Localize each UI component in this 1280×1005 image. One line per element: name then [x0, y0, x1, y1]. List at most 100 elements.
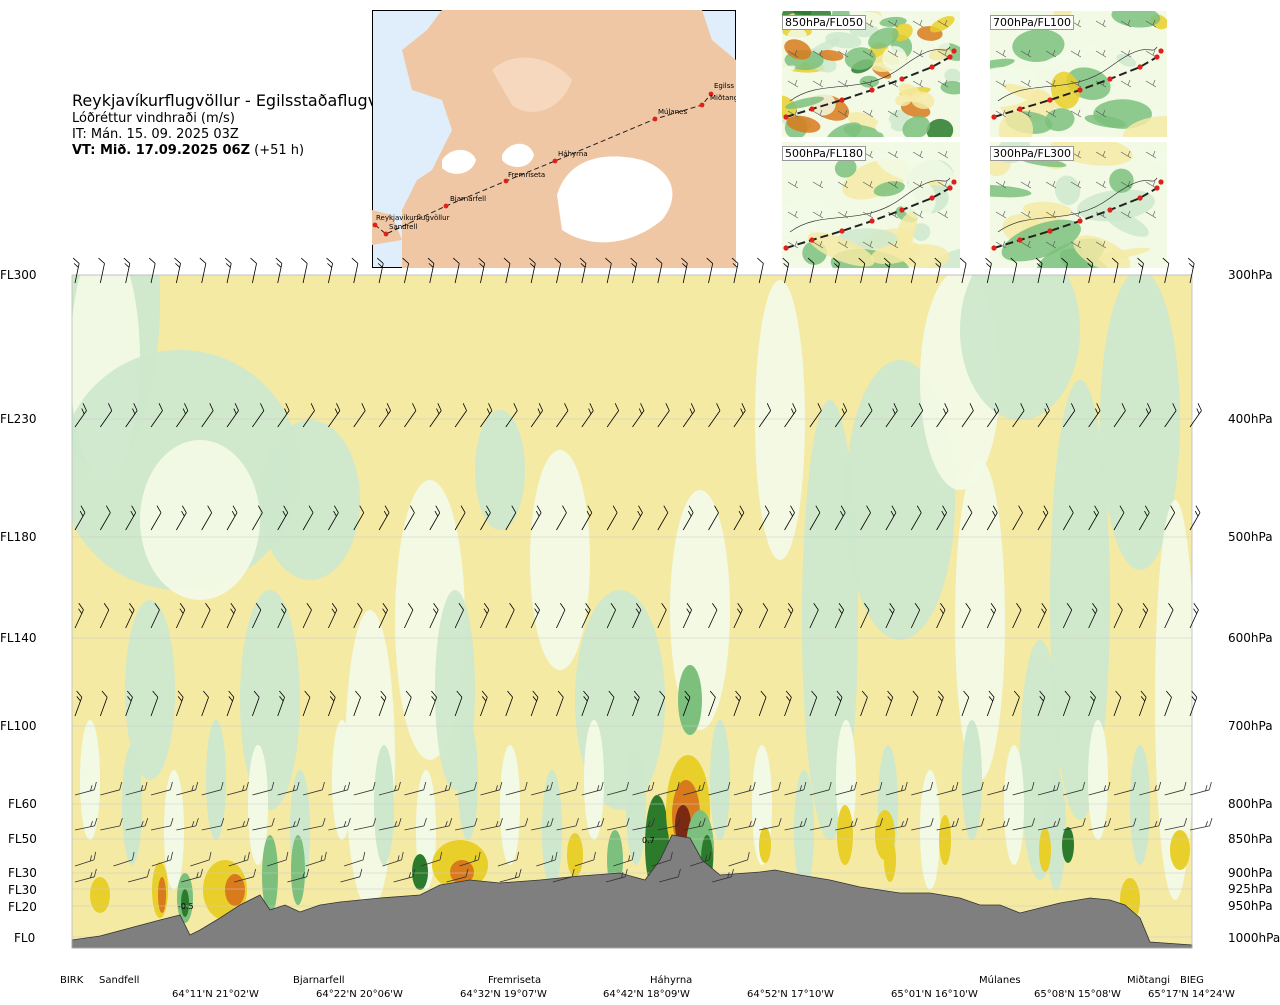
wind-barb — [201, 690, 209, 717]
wind-barb — [344, 851, 366, 867]
wind-barb — [1012, 403, 1025, 428]
wind-barb — [503, 257, 511, 284]
thumbnail-wind-barb — [862, 240, 874, 249]
wind-barb — [630, 257, 638, 284]
thumbnail-waypoint — [1107, 207, 1113, 213]
thumbnail-wind-barb — [887, 49, 899, 58]
right-axis-label-600hpa: 600hPa — [1228, 631, 1273, 645]
thumbnail-contour — [1151, 151, 1167, 167]
thumbnail-waypoint — [839, 97, 845, 103]
thumbnail-waypoint — [899, 76, 905, 82]
wind-barb — [733, 403, 746, 428]
thumbnail-wind-barb — [912, 150, 924, 159]
thumbnail-contour — [807, 232, 875, 267]
wind-barb — [505, 818, 529, 831]
wind-barb — [72, 257, 80, 284]
wind-barb — [201, 781, 224, 796]
map-place-reykjavik: Reykjavíkurflugvöllur — [376, 214, 450, 222]
field-contour-band — [1088, 720, 1108, 840]
wind-barb — [759, 781, 781, 796]
wind-barb — [784, 505, 795, 531]
wind-barb — [936, 781, 959, 796]
wind-barb — [353, 403, 366, 428]
thumbnail-wind-barb — [837, 180, 849, 189]
field-contour-band — [710, 720, 730, 840]
wind-barb — [1189, 781, 1212, 796]
wind-barb — [429, 403, 442, 428]
wind-barb — [885, 690, 894, 717]
field-core — [225, 874, 245, 906]
thumbnail-waypoint — [1154, 54, 1160, 60]
wind-barb — [378, 690, 387, 717]
wind-barb — [860, 403, 873, 428]
wind-barb — [125, 403, 138, 428]
thumbnail-contour — [1116, 54, 1137, 67]
wind-barb — [277, 505, 289, 531]
wind-barb — [657, 603, 667, 629]
wind-barb — [226, 818, 250, 831]
wind-barb — [402, 257, 409, 284]
wind-barb — [708, 818, 731, 831]
thumbnail-waypoint — [951, 48, 957, 54]
thumbnail-700hpa-label: 700hPa/FL100 — [990, 15, 1075, 30]
wind-barb — [987, 818, 1010, 831]
wind-barb — [858, 257, 866, 284]
wind-barb — [632, 690, 640, 717]
thumbnail-wind-barb — [862, 109, 874, 118]
wind-barb — [556, 403, 569, 428]
wind-barb — [632, 781, 655, 796]
wind-barb — [632, 505, 643, 531]
wind-barb — [393, 868, 416, 883]
wind-barb — [151, 851, 173, 867]
wind-barb — [885, 505, 897, 531]
wind-barb — [1164, 505, 1176, 531]
chart-title: Reykjavíkurflugvöllur - Egilsstaðaflugvö… — [72, 91, 413, 110]
wind-barb — [1062, 690, 1071, 717]
wind-barb — [252, 690, 260, 717]
thumbnail-wind-barb — [1145, 49, 1157, 58]
wind-barb — [682, 505, 694, 531]
thumbnail-wind-barb — [995, 180, 1007, 189]
thumbnail-wind-barb — [912, 19, 924, 28]
wind-barb — [1113, 690, 1122, 717]
thumbnail-waypoint — [1017, 237, 1023, 243]
wind-barb — [499, 868, 522, 883]
wind-barb — [1012, 781, 1035, 796]
thumbnail-wind-barb — [887, 79, 899, 88]
thumbnail-wind-barb — [1145, 210, 1157, 219]
thumbnail-wind-barb — [787, 79, 799, 88]
wind-barb — [201, 505, 213, 531]
thumbnail-wind-barb — [887, 150, 899, 159]
wind-barb — [530, 690, 539, 717]
wind-barb — [148, 257, 156, 284]
wind-barb — [1138, 603, 1149, 629]
wind-barb — [226, 403, 239, 428]
wind-barb — [809, 403, 822, 428]
wind-barb — [934, 257, 942, 284]
wind-barb — [632, 603, 642, 629]
field-contour-band — [260, 420, 360, 580]
thumbnail-waypoint — [1137, 195, 1143, 201]
wind-barb — [353, 603, 363, 629]
wind-barb — [986, 603, 997, 629]
map-glacier-langjokull — [442, 149, 476, 174]
wind-barb — [1062, 603, 1073, 629]
wind-barb — [226, 505, 238, 531]
thumbnail-waypoint — [1154, 185, 1160, 191]
wind-barb — [100, 781, 123, 796]
wind-barb — [1189, 690, 1198, 717]
wind-barb — [910, 505, 922, 531]
wind-barb — [961, 403, 974, 428]
thumbnail-wind-barb — [1145, 150, 1157, 159]
wind-barb — [606, 690, 615, 717]
field-contour-band — [626, 745, 646, 865]
wind-barb — [252, 403, 265, 428]
wind-barb — [74, 403, 87, 428]
thumbnail-wind-barb — [1120, 79, 1132, 88]
thumbnail-700hpa[interactable] — [990, 11, 1167, 137]
wind-barb — [834, 403, 848, 428]
wind-barb — [556, 781, 579, 796]
thumbnail-500hpa[interactable] — [782, 142, 960, 268]
wind-barb — [909, 257, 916, 284]
wind-barb — [302, 690, 311, 717]
